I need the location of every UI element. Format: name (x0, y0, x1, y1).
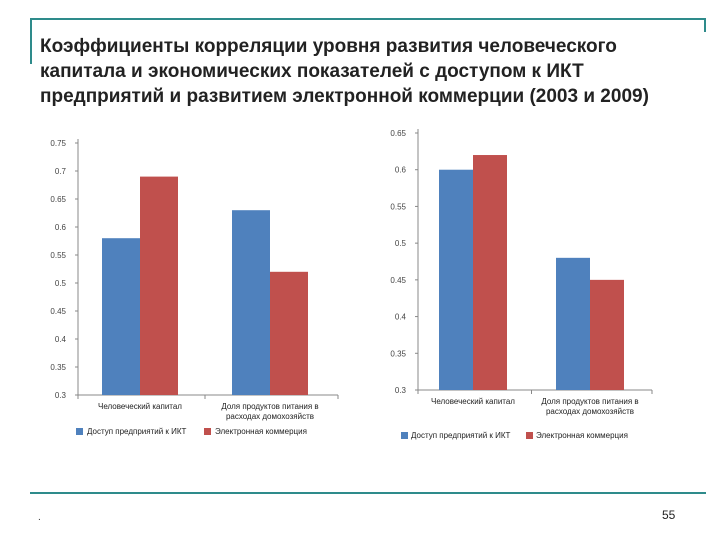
legend-swatch (526, 432, 533, 439)
bar (270, 271, 308, 395)
y-tick-label: 0.65 (50, 195, 66, 204)
legend-label: Доступ предприятий к ИКТ (411, 431, 511, 440)
legend-label: Электронная коммерция (215, 427, 307, 436)
legend-label: Электронная коммерция (536, 431, 628, 440)
y-tick-label: 0.6 (395, 166, 407, 175)
x-category-label: расходах домохозяйств (546, 407, 634, 416)
y-tick-label: 0.4 (395, 313, 407, 322)
bar (590, 279, 624, 390)
footnote: . (38, 512, 41, 523)
y-tick-label: 0.5 (55, 279, 67, 288)
page-number: 55 (662, 508, 676, 522)
legend-swatch (76, 428, 83, 435)
x-category-label: Доля продуктов питания в (541, 397, 638, 406)
bar (473, 155, 507, 390)
bar (232, 210, 270, 395)
bar (102, 238, 140, 395)
y-tick-label: 0.45 (390, 276, 406, 285)
legend-label: Доступ предприятий к ИКТ (87, 427, 187, 436)
y-tick-label: 0.4 (55, 335, 67, 344)
legend-swatch (401, 432, 408, 439)
y-tick-label: 0.5 (395, 239, 407, 248)
y-tick-label: 0.6 (55, 223, 67, 232)
frame-left-line (30, 18, 32, 64)
bar (556, 257, 590, 390)
y-tick-label: 0.65 (390, 129, 406, 138)
x-category-label: расходах домохозяйств (226, 412, 314, 421)
frame-top-line (30, 18, 706, 20)
y-tick-label: 0.35 (50, 363, 66, 372)
slide-title: Коэффициенты корреляции уровня развития … (40, 36, 649, 107)
legend-swatch (204, 428, 211, 435)
y-tick-label: 0.3 (55, 391, 67, 400)
y-tick-label: 0.3 (395, 386, 407, 395)
x-category-label: Человеческий капитал (431, 397, 515, 406)
y-tick-label: 0.35 (390, 349, 406, 358)
y-tick-label: 0.55 (390, 202, 406, 211)
x-category-label: Доля продуктов питания в (221, 402, 318, 411)
bar (140, 176, 178, 395)
bar (439, 169, 473, 390)
y-tick-label: 0.75 (50, 139, 66, 148)
x-category-label: Человеческий капитал (98, 402, 182, 411)
frame-right-line (704, 18, 706, 32)
y-tick-label: 0.55 (50, 251, 66, 260)
frame-bottom-line (30, 492, 706, 494)
y-tick-label: 0.7 (55, 167, 67, 176)
y-tick-label: 0.45 (50, 307, 66, 316)
